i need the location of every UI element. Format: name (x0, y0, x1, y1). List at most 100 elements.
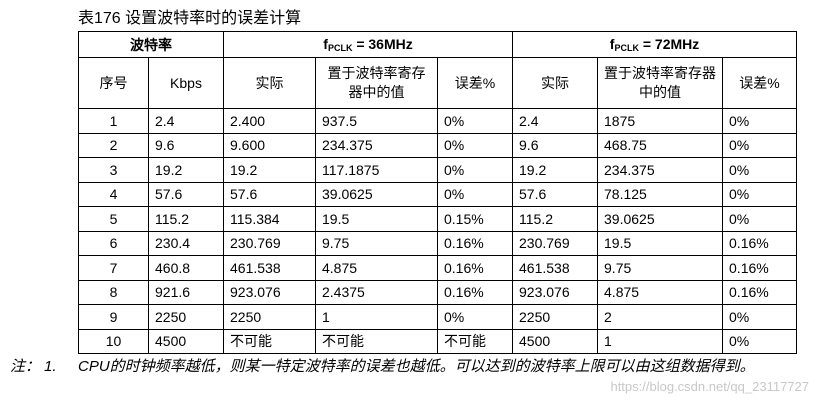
col-seq-cell: 10 (78, 328, 149, 354)
col-actual-36-cell: 9.600 (223, 132, 316, 158)
col-actual-36-cell: 19.2 (223, 157, 316, 183)
table-row: 6 230.4 230.769 9.75 0.16% 230.769 19.5 0.16% (78, 230, 798, 256)
col-reg-72-cell: 39.0625 (597, 206, 724, 232)
header-row-columns: 序号 Kbps 实际 置于波特率寄存器中的值 误差% 实际 置于波特率寄存器中的值 误差% (78, 57, 798, 109)
col-kbps-cell: 4500 (148, 328, 224, 354)
col-actual-72-cell: 19.2 (512, 157, 599, 183)
col-kbps-cell: 9.6 (148, 132, 224, 158)
col-error-36-cell: 0% (436, 304, 514, 330)
footnote-number: 1. (44, 358, 57, 375)
col-reg-72-cell: 78.125 (597, 181, 724, 207)
col-error-72-cell: 0% (722, 157, 798, 183)
col-seq-cell: 6 (78, 230, 149, 256)
col-reg-36-cell: 1 (315, 304, 438, 330)
col-error-72-cell: 0.16% (722, 255, 798, 281)
col-reg-72-cell: 1875 (597, 108, 724, 134)
baud-group-header: 波特率 (78, 31, 224, 58)
col-kbps-cell: 2250 (148, 304, 224, 330)
col-reg-72-cell: 468.75 (597, 132, 724, 158)
table-row: 10 4500 不可能 不可能 不可能 4500 1 0% (78, 328, 798, 354)
col-actual-36-cell: 923.076 (223, 279, 316, 305)
pclk-72mhz-header: fPCLK = 72MHz (512, 31, 798, 58)
table-row: 7 460.8 461.538 4.875 0.16% 461.538 9.75 0.16% (78, 255, 798, 281)
col-actual-72-cell: 115.2 (512, 206, 599, 232)
col-seq-cell: 7 (78, 255, 149, 281)
col-reg-36-header: 置于波特率寄存器中的值 (315, 57, 438, 109)
col-error-72-cell: 0% (722, 328, 798, 354)
watermark-url: https://blog.csdn.net/qq_23117727 (610, 379, 809, 394)
col-actual-72-cell: 230.769 (512, 230, 599, 256)
col-reg-72-cell: 19.5 (597, 230, 724, 256)
col-actual-72-cell: 9.6 (512, 132, 599, 158)
footnote-tag: 注： (10, 358, 41, 375)
col-actual-36-cell: 230.769 (223, 230, 316, 256)
col-reg-36-cell: 117.1875 (315, 157, 438, 183)
col-error-72-cell: 0.16% (722, 279, 798, 305)
col-kbps-header: Kbps (148, 57, 224, 109)
pclk-36mhz-header: fPCLK = 36MHz (222, 31, 514, 58)
col-actual-36-cell: 2.400 (223, 108, 316, 134)
table-row: 8 921.6 923.076 2.4375 0.16% 923.076 4.875 0.16… (78, 279, 798, 305)
col-actual-72-cell: 2.4 (512, 108, 599, 134)
header-row-groups: 波特率 fPCLK = 36MHz fPCLK = 72MHz (78, 31, 798, 58)
col-seq-cell: 1 (78, 108, 149, 134)
col-seq-cell: 5 (78, 206, 149, 232)
footnote-text: CPU的时钟频率越低，则某一特定波特率的误差也越低。可以达到的波特率上限可以由这… (78, 358, 755, 375)
col-actual-36-cell: 57.6 (223, 181, 316, 207)
col-seq-cell: 2 (78, 132, 149, 158)
table-row: 2 9.6 9.600 234.375 0% 9.6 468.75 0% (78, 132, 798, 158)
table-row: 4 57.6 57.6 39.0625 0% 57.6 78.125 0% (78, 181, 798, 207)
col-actual-72-cell: 2250 (512, 304, 599, 330)
col-seq-cell: 3 (78, 157, 149, 183)
col-error-36-cell: 0.16% (436, 230, 514, 256)
baud-rate-error-table: 波特率 fPCLK = 36MHz fPCLK = 72MHz 序号 Kbps 实际… (78, 31, 798, 354)
col-actual-36-cell: 2250 (223, 304, 316, 330)
col-reg-72-cell: 2 (597, 304, 724, 330)
col-seq-cell: 9 (78, 304, 149, 330)
table-body: 1 2.4 2.400 937.5 0% 2.4 1875 0% 2 9.6 9.600 234.37… (78, 108, 798, 354)
col-actual-72-cell: 57.6 (512, 181, 599, 207)
col-reg-36-cell: 19.5 (315, 206, 438, 232)
table-caption: 表176 设置波特率时的误差计算 (78, 10, 302, 27)
col-kbps-cell: 115.2 (148, 206, 224, 232)
col-actual-36-cell: 115.384 (223, 206, 316, 232)
col-actual-72-cell: 461.538 (512, 255, 599, 281)
col-reg-36-cell: 4.875 (315, 255, 438, 281)
col-error-72-cell: 0% (722, 132, 798, 158)
col-kbps-cell: 2.4 (148, 108, 224, 134)
col-error-72-header: 误差% (722, 57, 798, 109)
col-actual-72-cell: 923.076 (512, 279, 599, 305)
col-error-36-cell: 不可能 (436, 328, 514, 354)
col-reg-72-header: 置于波特率寄存器中的值 (597, 57, 724, 109)
col-error-36-cell: 0.15% (436, 206, 514, 232)
col-error-36-header: 误差% (436, 57, 514, 109)
col-actual-72-cell: 4500 (512, 328, 599, 354)
col-error-36-cell: 0% (436, 157, 514, 183)
table-row: 9 2250 2250 1 0% 2250 2 0% (78, 304, 798, 330)
col-reg-36-cell: 39.0625 (315, 181, 438, 207)
col-reg-72-cell: 9.75 (597, 255, 724, 281)
col-reg-72-cell: 4.875 (597, 279, 724, 305)
col-reg-72-cell: 1 (597, 328, 724, 354)
col-seq-header: 序号 (78, 57, 149, 109)
col-error-72-cell: 0.16% (722, 230, 798, 256)
col-error-72-cell: 0% (722, 206, 798, 232)
col-error-72-cell: 0% (722, 304, 798, 330)
col-kbps-cell: 460.8 (148, 255, 224, 281)
col-kbps-cell: 921.6 (148, 279, 224, 305)
col-actual-36-cell: 不可能 (223, 328, 316, 354)
table-row: 3 19.2 19.2 117.1875 0% 19.2 234.375 0% (78, 157, 798, 183)
col-error-72-cell: 0% (722, 108, 798, 134)
col-error-36-cell: 0% (436, 181, 514, 207)
col-reg-36-cell: 937.5 (315, 108, 438, 134)
col-reg-36-cell: 234.375 (315, 132, 438, 158)
col-kbps-cell: 230.4 (148, 230, 224, 256)
table-row: 1 2.4 2.400 937.5 0% 2.4 1875 0% (78, 108, 798, 134)
col-error-72-cell: 0% (722, 181, 798, 207)
col-seq-cell: 4 (78, 181, 149, 207)
col-actual-36-cell: 461.538 (223, 255, 316, 281)
col-reg-72-cell: 234.375 (597, 157, 724, 183)
col-reg-36-cell: 9.75 (315, 230, 438, 256)
col-error-36-cell: 0.16% (436, 255, 514, 281)
col-reg-36-cell: 2.4375 (315, 279, 438, 305)
